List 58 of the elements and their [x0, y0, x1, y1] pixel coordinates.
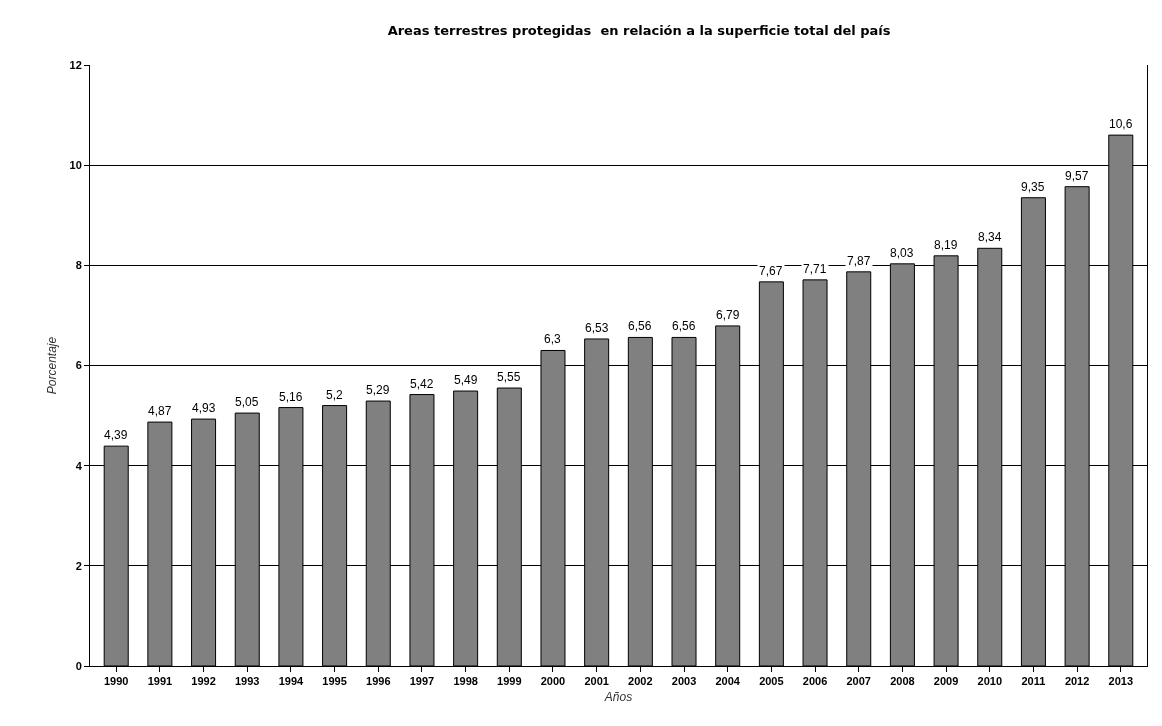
x-tick-label: 1995: [322, 675, 347, 688]
x-tick-label: 2013: [1108, 675, 1134, 688]
y-tick-label: 2: [75, 559, 82, 572]
x-tick-label: 2009: [933, 675, 959, 688]
data-label: 9,35: [1021, 180, 1045, 194]
y-axis-title: Porcentaje: [45, 336, 59, 395]
y-tick-label: 10: [69, 159, 82, 172]
x-tick-label: 1999: [497, 675, 522, 688]
x-tick-label: 1996: [366, 675, 391, 688]
data-label: 5,05: [235, 395, 259, 409]
data-label: 5,49: [454, 373, 478, 387]
data-label: 5,55: [497, 370, 521, 384]
data-label: 5,29: [366, 383, 390, 397]
data-label: 6,3: [544, 332, 562, 346]
x-tick-label: 2001: [584, 675, 609, 688]
x-tick-label: 2000: [540, 675, 566, 688]
chart-title: Areas terrestres protegidas en relación a la superficie total del país: [387, 22, 891, 38]
data-label: 5,42: [410, 377, 434, 391]
x-tick-label: 2003: [671, 675, 697, 688]
data-label: 4,93: [192, 401, 216, 415]
x-tick-label: 1994: [278, 675, 305, 688]
data-label: 8,34: [978, 230, 1002, 244]
data-label: 7,87: [847, 254, 871, 268]
data-label: 6,56: [672, 319, 696, 333]
y-tick-label: 4: [75, 459, 83, 472]
y-tick-label: 8: [75, 259, 82, 272]
x-tick-label: 1998: [453, 675, 478, 688]
x-tick-label: 1997: [409, 675, 435, 688]
data-label: 6,79: [716, 308, 740, 322]
data-label: 9,57: [1065, 169, 1089, 183]
data-label: 10,6: [1109, 117, 1133, 131]
x-tick-label: 2005: [759, 675, 784, 688]
x-tick-label: 2004: [715, 675, 741, 688]
y-tick-label: 0: [75, 659, 82, 672]
x-tick-label: 2011: [1021, 675, 1046, 688]
data-label: 8,03: [890, 246, 914, 260]
data-label: 4,39: [104, 428, 128, 442]
x-tick-label: 1992: [191, 675, 216, 688]
y-tick-label: 6: [75, 359, 82, 372]
x-tick-label: 2006: [802, 675, 828, 688]
x-tick-label: 2007: [846, 675, 871, 688]
x-tick-label: 2012: [1064, 675, 1090, 688]
data-label: 5,2: [326, 388, 344, 402]
x-tick-label: 2010: [977, 675, 1002, 688]
data-label: 5,16: [279, 390, 303, 404]
data-label: 7,71: [803, 262, 827, 276]
x-tick-label: 1993: [235, 675, 260, 688]
data-label: 6,53: [585, 321, 609, 335]
data-label: 8,19: [934, 238, 958, 252]
data-label: 6,56: [628, 319, 652, 333]
x-tick-label: 2008: [890, 675, 915, 688]
data-label: 7,67: [759, 264, 783, 278]
x-tick-label: 1991: [147, 675, 173, 688]
data-label: 4,87: [148, 404, 172, 418]
x-tick-label: 1990: [103, 675, 129, 688]
x-axis-title: Años: [603, 690, 633, 705]
x-tick-label: 2002: [628, 675, 653, 688]
y-tick-label: 12: [69, 58, 82, 71]
